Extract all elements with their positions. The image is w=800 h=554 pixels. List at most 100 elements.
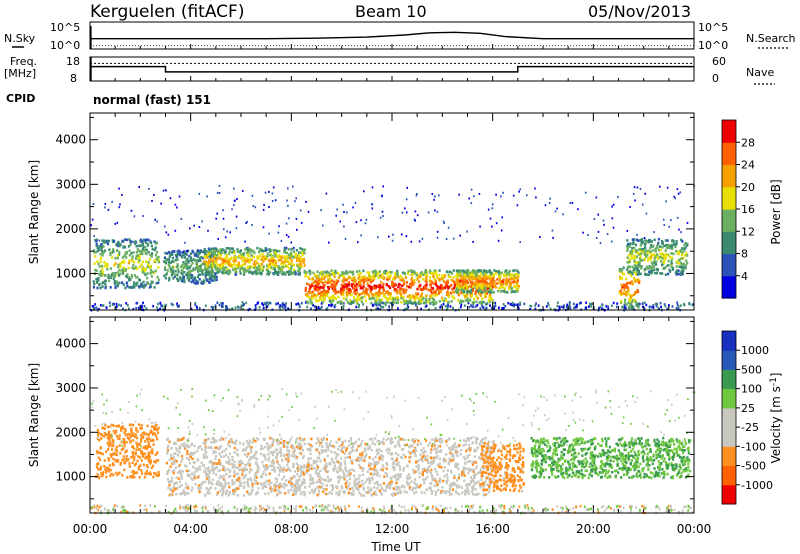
range-cell: [387, 274, 390, 278]
range-cell: [681, 271, 684, 275]
scatter-cell: [210, 305, 213, 309]
sparse-cell: [222, 209, 224, 212]
range-cell: [322, 277, 326, 280]
range-cell: [240, 264, 243, 268]
range-cell: [206, 279, 209, 282]
range-cell: [444, 459, 447, 462]
range-cell: [233, 446, 236, 450]
range-cell: [139, 284, 142, 288]
range-cell: [675, 273, 678, 276]
range-cell: [183, 256, 186, 259]
range-cell: [670, 259, 673, 263]
range-cell: [466, 281, 470, 285]
range-cell: [135, 276, 138, 279]
range-cell: [683, 247, 686, 251]
range-cell: [326, 294, 329, 297]
range-cell: [215, 493, 219, 496]
range-cell: [124, 428, 127, 431]
scatter-cell: [590, 507, 592, 511]
range-cell: [686, 261, 689, 265]
range-cell: [121, 268, 124, 271]
range-cell: [252, 262, 255, 266]
range-cell: [375, 284, 378, 288]
sparse-cell: [470, 202, 473, 205]
range-cell: [430, 294, 433, 298]
scatter-cell: [630, 504, 632, 508]
scatter-cell: [568, 303, 571, 306]
scatter-cell: [544, 508, 546, 511]
range-cell: [382, 282, 385, 286]
range-cell: [200, 250, 203, 254]
sparse-cell: [352, 206, 354, 209]
range-cell: [221, 265, 224, 269]
range-cell: [331, 484, 334, 488]
range-cell: [497, 270, 501, 274]
range-cell: [258, 268, 261, 271]
range-cell: [178, 253, 181, 257]
scatter-cell: [109, 304, 111, 308]
range-cell: [637, 270, 640, 274]
range-cell: [487, 286, 490, 290]
range-cell: [349, 293, 352, 297]
sparse-cell: [357, 241, 359, 244]
range-cell: [637, 290, 640, 293]
range-cell: [326, 273, 329, 277]
range-cell: [618, 291, 621, 295]
range-cell: [357, 444, 360, 448]
range-cell: [132, 447, 135, 450]
range-cell: [356, 300, 359, 304]
range-cell: [432, 272, 435, 275]
range-cell: [224, 256, 227, 260]
range-cell: [381, 291, 384, 295]
range-cell: [371, 477, 374, 481]
range-cell: [155, 258, 158, 261]
range-cell: [456, 289, 459, 293]
range-cell: [283, 246, 286, 250]
range-cell: [500, 283, 503, 286]
scatter-cell: [431, 507, 434, 510]
range-cell: [685, 259, 688, 263]
scatter-cell: [632, 307, 635, 310]
range-cell: [151, 247, 154, 251]
range-cell: [116, 450, 119, 453]
range-cell: [374, 294, 378, 297]
range-cell: [402, 278, 405, 281]
range-cell: [180, 254, 183, 258]
range-cell: [143, 272, 146, 275]
range-cell: [131, 470, 134, 473]
scatter-cell: [112, 508, 114, 511]
sparse-cell: [478, 192, 481, 195]
range-cell: [622, 266, 625, 270]
range-cell: [266, 255, 269, 258]
range-cell: [243, 271, 246, 275]
range-cell: [428, 271, 431, 274]
scatter-cell: [607, 307, 610, 310]
range-cell: [418, 297, 421, 301]
range-cell: [130, 259, 134, 262]
range-cell: [95, 465, 99, 469]
range-cell: [370, 476, 373, 479]
range-cell: [155, 459, 158, 463]
range-cell: [101, 264, 104, 268]
range-cell: [421, 292, 424, 295]
sparse-cell: [377, 236, 379, 239]
scatter-cell: [221, 505, 224, 509]
scatter-cell: [323, 505, 326, 508]
range-cell: [324, 280, 327, 284]
range-cell: [242, 254, 245, 257]
range-cell: [638, 281, 641, 284]
range-cell: [471, 468, 474, 471]
range-cell: [472, 297, 476, 301]
scatter-cell: [245, 301, 248, 305]
range-cell: [283, 255, 287, 259]
range-cell: [277, 270, 280, 274]
range-cell: [132, 439, 135, 442]
range-cell: [146, 437, 149, 440]
range-cell: [464, 270, 467, 274]
range-cell: [490, 272, 493, 275]
range-cell: [410, 278, 413, 281]
range-cell: [640, 252, 643, 255]
range-cell: [479, 274, 482, 278]
range-cell: [96, 437, 99, 441]
range-cell: [468, 277, 471, 280]
